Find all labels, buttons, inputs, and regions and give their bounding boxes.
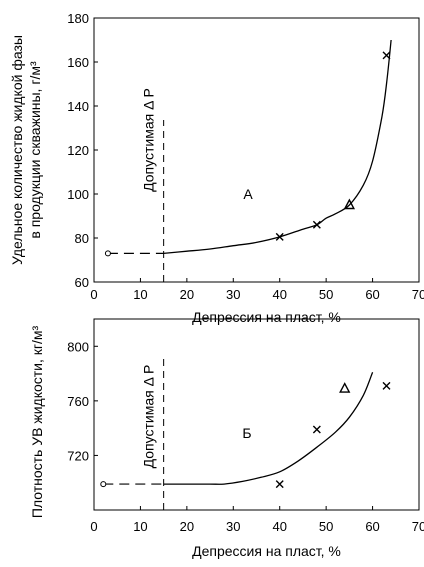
y-tick-label: 760 xyxy=(67,394,89,409)
x-tick-label: 0 xyxy=(90,519,97,534)
start-point xyxy=(104,250,111,257)
x-marker xyxy=(312,220,321,229)
start-point xyxy=(100,481,107,488)
y-tick-label: 140 xyxy=(67,99,89,114)
x-marker xyxy=(312,425,321,434)
x-tick-label: 50 xyxy=(319,287,333,302)
x-tick-label: 10 xyxy=(133,519,147,534)
y-tick-label: 100 xyxy=(67,187,89,202)
threshold-label: Допустимая Δ P xyxy=(141,88,157,192)
x-marker xyxy=(275,480,284,489)
x-tick-label: 10 xyxy=(133,287,147,302)
x-tick-label: 60 xyxy=(365,519,379,534)
x-tick-label: 70 xyxy=(412,519,424,534)
x-tick-label: 20 xyxy=(180,287,194,302)
x-tick-label: 0 xyxy=(90,287,97,302)
y-tick-label: 800 xyxy=(67,339,89,354)
y-axis-label-line: Плотность УВ жидкости, кг/м³ xyxy=(29,325,45,518)
x-marker xyxy=(382,51,391,60)
x-tick-label: 20 xyxy=(180,519,194,534)
x-tick-label: 40 xyxy=(272,519,286,534)
x-tick-label: 50 xyxy=(319,519,333,534)
y-axis-label-line: в продукции скважины, г/м³ xyxy=(27,61,43,239)
x-tick-label: 60 xyxy=(365,287,379,302)
x-axis-label: Депрессия на пласт, % xyxy=(192,309,341,325)
plot-frame xyxy=(93,318,420,511)
y-axis-label-line: Удельное количество жидкой фазы xyxy=(9,35,25,265)
chart-panel-2: 0 10 20 30 40 50 60 70 720 760 800 Депрессия на пла… xyxy=(29,318,424,559)
x-tick-label: 70 xyxy=(412,287,424,302)
trend-curve xyxy=(163,39,392,255)
x-tick-label: 30 xyxy=(226,519,240,534)
y-tick-label: 120 xyxy=(67,143,89,158)
triangle-marker xyxy=(343,198,356,210)
x-tick-label: 40 xyxy=(272,287,286,302)
panel-label: А xyxy=(243,186,253,202)
y-tick-label: 80 xyxy=(75,231,89,246)
trend-curve xyxy=(163,371,374,485)
x-axis-label: Депрессия на пласт, % xyxy=(192,543,341,559)
y-tick-label: 720 xyxy=(67,448,89,463)
panel-label: Б xyxy=(242,425,251,441)
y-tick-label: 160 xyxy=(67,55,89,70)
chart-panel-1: 0 10 20 30 40 50 60 70 60 80 100 120 140 160 180 Депрес… xyxy=(9,11,424,325)
triangle-marker xyxy=(339,382,351,393)
x-tick-label: 30 xyxy=(226,287,240,302)
threshold-label: Допустимая Δ P xyxy=(141,365,157,469)
x-marker xyxy=(382,381,391,390)
x-marker xyxy=(275,232,284,241)
y-tick-label: 60 xyxy=(75,275,89,290)
y-tick-label: 180 xyxy=(67,11,89,26)
